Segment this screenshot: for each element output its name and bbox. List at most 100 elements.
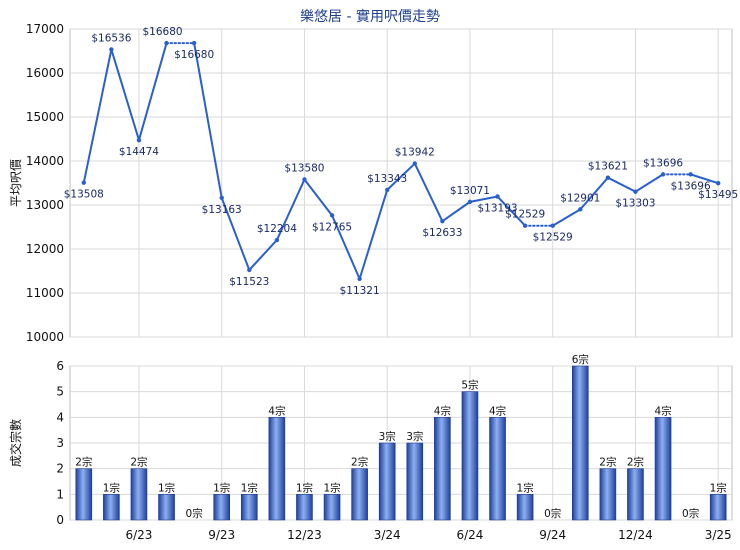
line-point-14 [467, 199, 473, 205]
line-point-9 [329, 213, 335, 218]
bar-label-19: 2宗 [599, 456, 616, 469]
line-point-13 [440, 218, 445, 224]
bar-label-6: 1宗 [241, 481, 258, 494]
line-point-label-1: $16536 [91, 32, 131, 44]
bar-label-20: 2宗 [627, 456, 644, 469]
line-point-label-6: $11523 [229, 276, 269, 288]
line-point-label-9: $12765 [312, 221, 352, 233]
bar-ytick-label-3: 3 [56, 436, 64, 450]
bar-ytick-label-2: 2 [56, 462, 64, 476]
line-point-11 [385, 187, 390, 193]
bar-10 [351, 468, 368, 521]
line-point-label-14: $13071 [450, 185, 490, 197]
line-point-22 [688, 172, 693, 177]
bar-label-21: 4宗 [654, 404, 671, 417]
xtick-label-0: 6/23 [125, 528, 152, 542]
bar-label-9: 1宗 [323, 481, 340, 494]
line-segment-9 [331, 214, 361, 280]
line-point-label-22: $13696 [671, 180, 711, 192]
bar-label-12: 3宗 [406, 430, 423, 443]
bar-label-16: 1宗 [517, 481, 534, 494]
bar-ytick-label-4: 4 [56, 410, 64, 424]
bar-23 [709, 494, 727, 521]
bar-ytick-label-5: 5 [56, 385, 64, 399]
bar-label-18: 6宗 [572, 353, 589, 366]
bar-label-7: 4宗 [268, 404, 285, 417]
line-point-label-5: $13163 [202, 204, 242, 216]
line-point-10 [357, 276, 362, 282]
bar-14 [461, 391, 479, 521]
line-point-23 [716, 181, 721, 186]
line-point-15 [495, 194, 500, 199]
line-point-label-10: $11321 [340, 285, 380, 297]
bar-ytick-label-6: 6 [56, 359, 64, 373]
line-point-label-12: $13942 [395, 147, 435, 159]
line-ytick-label-5: 15000 [26, 110, 64, 124]
line-point-17 [550, 223, 555, 228]
bar-2 [130, 468, 148, 521]
line-segment-7 [275, 178, 306, 242]
xtick-label-1: 9/23 [208, 528, 235, 542]
line-segment-10 [358, 188, 389, 280]
line-segment-5 [220, 196, 251, 271]
line-ytick-label-6: 16000 [26, 66, 64, 80]
line-point-2 [136, 137, 142, 143]
line-segment-6 [248, 239, 278, 271]
bar-label-15: 4宗 [489, 404, 506, 417]
xtick-label-2: 12/23 [287, 528, 322, 542]
bar-ytick-label-0: 0 [56, 513, 64, 527]
line-ytick-label-3: 13000 [26, 198, 64, 212]
line-point-label-17: $12529 [533, 232, 573, 244]
line-segment-4 [193, 42, 223, 199]
bar-label-17: 0宗 [544, 507, 561, 520]
line-point-19 [605, 175, 611, 180]
bar-ylabel: 成交宗數 [8, 419, 23, 467]
bar-label-3: 1宗 [158, 481, 175, 494]
bar-ytick-label-1: 1 [56, 487, 64, 501]
xtick-label-4: 6/24 [456, 528, 483, 542]
chart-title: 樂悠居 - 實用呎價走勢 [300, 9, 440, 25]
line-ylabel: 平均呎價 [9, 159, 23, 207]
line-point-label-19: $13621 [588, 161, 628, 173]
bar-16 [516, 494, 534, 521]
bar-5 [213, 494, 231, 521]
line-segment-18 [579, 176, 609, 211]
line-segment-17 [551, 208, 582, 227]
line-point-18 [578, 207, 583, 212]
line-point-label-21: $13696 [643, 157, 683, 169]
bar-label-0: 2宗 [75, 456, 92, 469]
line-segment-1 [110, 48, 140, 142]
bar-label-5: 1宗 [213, 481, 230, 494]
line-point-12 [412, 161, 417, 166]
bar-13 [434, 417, 451, 521]
bar-label-23: 1宗 [710, 481, 727, 494]
line-point-label-15: $13193 [477, 203, 517, 215]
bar-0 [75, 468, 93, 521]
line-point-label-16: $12529 [505, 209, 545, 221]
line-ytick-label-2: 12000 [26, 242, 64, 256]
bar-label-8: 1宗 [296, 481, 313, 494]
line-ytick-label-1: 11000 [26, 286, 64, 300]
line-point-6 [247, 267, 252, 273]
bar-label-2: 2宗 [130, 456, 147, 469]
line-segment-0 [82, 48, 113, 184]
bar-11 [378, 442, 396, 521]
line-ytick-label-4: 14000 [26, 154, 64, 168]
line-point-0 [81, 180, 86, 185]
bar-7 [268, 417, 286, 521]
bar-21 [654, 417, 672, 521]
line-point-label-8: $13580 [284, 162, 324, 174]
line-segment-13 [441, 200, 471, 223]
bar-label-1: 1宗 [103, 481, 120, 494]
line-point-8 [302, 177, 307, 182]
line-point-label-13: $12633 [422, 227, 462, 239]
line-segment-22 [689, 173, 720, 185]
line-ytick-label-7: 17000 [26, 22, 64, 36]
line-point-5 [219, 195, 224, 201]
line-point-label-11: $13343 [367, 173, 407, 185]
line-point-label-20: $13303 [615, 198, 655, 210]
line-point-3 [164, 40, 169, 46]
line-point-16 [522, 223, 528, 228]
